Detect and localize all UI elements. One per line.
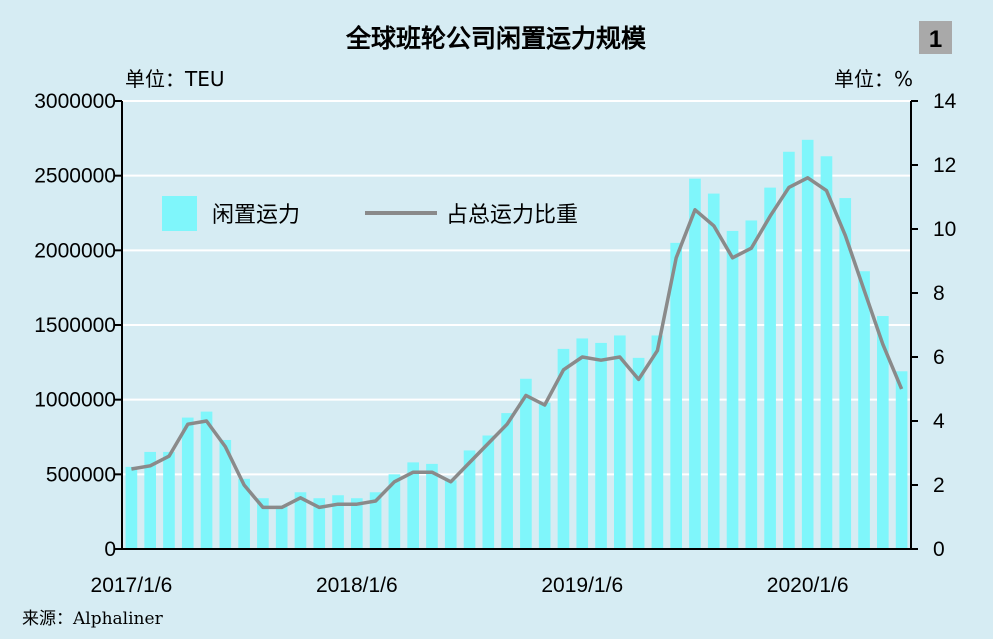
right-axis-ticks: 0 2 4 6 8 10 12 14	[911, 90, 957, 561]
right-tick-label: 14	[933, 90, 957, 113]
bar	[820, 156, 833, 549]
bar	[388, 474, 401, 549]
bar	[520, 378, 532, 549]
bar	[125, 466, 138, 549]
right-tick-label: 2	[933, 474, 945, 497]
grid-lines	[122, 100, 911, 476]
left-tick-label: 3000000	[34, 90, 116, 113]
bar	[275, 505, 288, 549]
page-badge: 1	[919, 21, 952, 54]
left-tick-label: 2000000	[34, 239, 116, 262]
bar	[426, 463, 438, 549]
left-tick-label: 2500000	[34, 165, 116, 188]
badge-number: 1	[929, 26, 942, 53]
bar	[369, 492, 382, 549]
right-tick-label: 6	[933, 346, 945, 369]
legend-bar-swatch	[162, 196, 197, 231]
bar	[238, 478, 250, 549]
right-tick-label: 12	[933, 154, 956, 177]
bar	[689, 178, 701, 550]
ratio-line	[131, 176, 904, 510]
x-tick-label: 2017/1/6	[91, 574, 173, 597]
x-tick-label: 2020/1/6	[767, 574, 849, 597]
bar	[783, 151, 795, 550]
bar	[670, 242, 683, 549]
bar	[332, 495, 344, 549]
left-axis-unit: 单位：TEU	[125, 67, 225, 91]
bar	[219, 439, 232, 549]
legend-line-label: 占总运力比重	[446, 203, 578, 228]
bar	[501, 413, 513, 549]
bar	[557, 348, 570, 549]
bar	[294, 492, 307, 549]
bar	[313, 498, 326, 549]
bar	[181, 417, 194, 549]
bar	[257, 498, 269, 549]
bar	[764, 187, 776, 549]
bar	[745, 220, 758, 549]
right-tick-label: 8	[933, 282, 945, 305]
bar	[651, 335, 664, 549]
bar	[482, 435, 495, 549]
bar	[707, 193, 720, 549]
legend: 闲置运力 占总运力比重	[162, 196, 578, 231]
legend-bar-label: 闲置运力	[212, 203, 300, 228]
bar	[576, 338, 589, 549]
bar	[839, 198, 852, 550]
bar	[801, 139, 814, 549]
bar	[350, 498, 363, 549]
bar	[895, 371, 908, 549]
x-tick-label: 2019/1/6	[541, 574, 623, 597]
right-tick-label: 10	[933, 218, 956, 241]
left-tick-label: 500000	[46, 463, 116, 486]
bar	[163, 451, 175, 549]
bar	[858, 271, 870, 549]
bar	[200, 411, 213, 549]
bar	[726, 230, 739, 550]
bar-series	[125, 139, 908, 550]
source-note: 来源：Alphaliner	[22, 609, 164, 629]
bar	[144, 451, 157, 549]
left-tick-label: 1500000	[34, 314, 116, 337]
chart-title: 全球班轮公司闲置运力规模	[345, 24, 647, 53]
left-axis-ticks: 0 500000 1000000 1500000 2000000 2500000 30000…	[34, 90, 122, 561]
bar	[595, 342, 607, 549]
bar	[613, 335, 626, 549]
bar	[463, 450, 476, 549]
bar	[538, 402, 551, 549]
right-tick-label: 0	[933, 538, 945, 561]
left-tick-label: 0	[104, 538, 116, 561]
bar	[407, 462, 420, 549]
x-axis-ticks: 2017/1/6 2018/1/6 2019/1/6 2020/1/6	[91, 574, 849, 597]
right-tick-label: 4	[933, 410, 945, 433]
bar	[876, 316, 889, 549]
bar	[632, 357, 645, 549]
left-tick-label: 1000000	[34, 389, 116, 412]
right-axis-unit: 单位：%	[834, 67, 913, 91]
x-tick-label: 2018/1/6	[316, 574, 398, 597]
bar	[444, 480, 457, 549]
